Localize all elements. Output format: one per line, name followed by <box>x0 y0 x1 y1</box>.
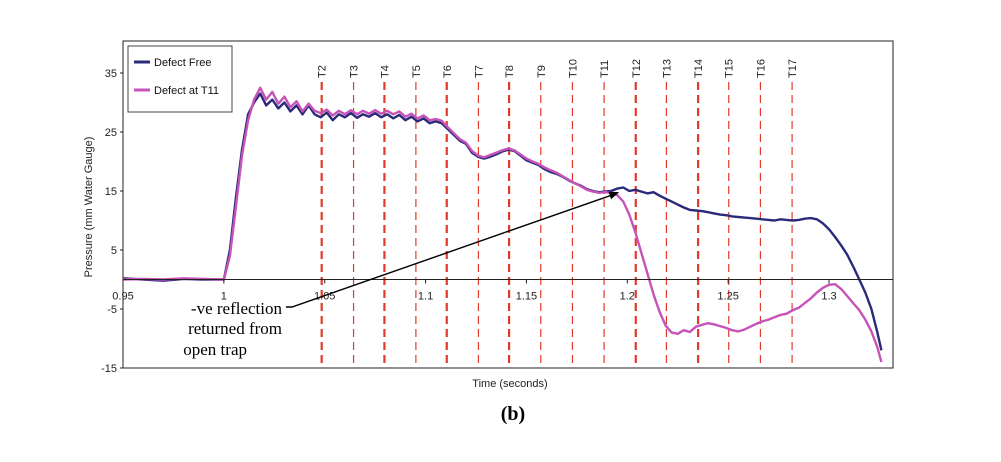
legend-box <box>127 45 233 113</box>
legend: Defect Free Defect at T11 <box>127 45 233 113</box>
marker-label-t16: T16 <box>755 59 767 78</box>
annotation-line-3: open trap <box>183 340 247 359</box>
y-tick-label: -5 <box>107 304 117 316</box>
x-tick-label: 1.15 <box>516 291 537 303</box>
marker-label-t2: T2 <box>317 65 329 78</box>
marker-label-t3: T3 <box>349 65 361 78</box>
marker-label-t17: T17 <box>787 59 799 78</box>
y-tick-label: 15 <box>105 186 117 198</box>
marker-lines: T2 T3 T4 T5 T6 T7 T8 T9 T10 T11 T12 T13 T14 T15 T16 T17 <box>317 59 799 368</box>
marker-label-t7: T7 <box>473 65 485 78</box>
y-tick-label: 35 <box>105 68 117 80</box>
marker-label-t9: T9 <box>536 65 548 78</box>
marker-label-t10: T10 <box>567 59 579 78</box>
x-tick-label: 1 <box>221 291 227 303</box>
marker-label-t12: T12 <box>631 59 643 78</box>
marker-label-t5: T5 <box>411 65 423 78</box>
x-tick-label: 0.95 <box>112 291 133 303</box>
marker-label-t8: T8 <box>504 65 516 78</box>
x-axis-title: Time (seconds) <box>472 378 547 390</box>
y-tick-label: 5 <box>111 245 117 257</box>
marker-label-t13: T13 <box>661 59 673 78</box>
annotation-line-2: returned from <box>188 319 282 338</box>
marker-label-t6: T6 <box>442 65 454 78</box>
y-axis-title: Pressure (mm Water Gauge) <box>83 137 95 278</box>
marker-label-t14: T14 <box>693 59 705 78</box>
figure-caption: (b) <box>501 403 525 425</box>
y-tick-label: -15 <box>101 363 117 375</box>
series-lines <box>122 86 883 363</box>
x-tick-label: 1.25 <box>717 291 738 303</box>
marker-label-t15: T15 <box>724 59 736 78</box>
annotation-line-1: -ve reflection <box>191 299 283 318</box>
plot-border <box>122 40 894 369</box>
reflection-annotation: -ve reflection returned from open trap <box>183 191 620 359</box>
plot-area <box>122 40 894 369</box>
x-tick-label: 1.1 <box>418 291 433 303</box>
series-line-defect-at-t11 <box>122 86 883 363</box>
x-tick-label: 1.3 <box>821 291 836 303</box>
marker-label-t4: T4 <box>379 65 391 78</box>
legend-label: Defect at T11 <box>154 85 219 97</box>
annotation-arrow-head <box>608 191 620 200</box>
y-tick-label: 25 <box>105 127 117 139</box>
marker-label-t11: T11 <box>599 60 611 78</box>
legend-label: Defect Free <box>154 57 211 69</box>
annotation-arrow-line <box>286 192 618 308</box>
x-tick-label: 1.2 <box>620 291 635 303</box>
